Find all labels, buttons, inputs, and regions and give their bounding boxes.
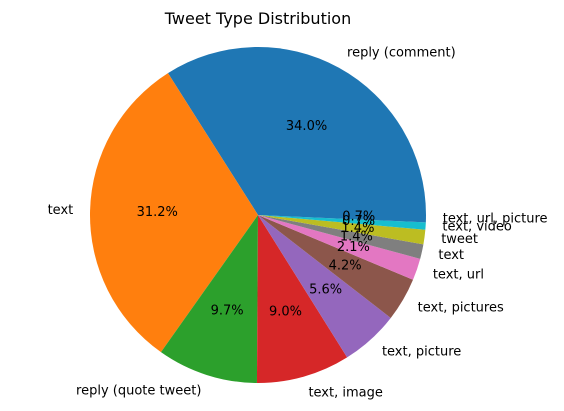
pie-slice	[258, 215, 426, 230]
percent-label: 9.7%	[211, 303, 244, 318]
percent-label: 9.0%	[269, 304, 302, 319]
pie-slice	[258, 215, 414, 318]
percent-label: 4.2%	[329, 258, 362, 273]
category-label: text	[48, 203, 74, 218]
pie-slice	[160, 215, 258, 383]
percent-label: 31.2%	[137, 205, 178, 220]
category-label: text, pictures	[418, 301, 504, 316]
pie-slice	[258, 215, 424, 259]
percent-label: 0.7%	[342, 214, 375, 229]
percent-label: 2.1%	[337, 240, 370, 255]
pie-slice	[256, 215, 348, 383]
category-label: tweet	[441, 232, 478, 247]
pie-slice	[90, 73, 259, 353]
category-label: reply (comment)	[347, 46, 456, 61]
category-label: text, image	[308, 385, 382, 400]
percent-labels: 34.0%31.2%9.7% 9.0%5.6%4.2%2.1%1.4%1.4%0.…	[137, 119, 376, 319]
category-label: text, url, picture	[443, 212, 548, 227]
category-label: text, url	[433, 267, 484, 282]
pie-slice	[258, 215, 426, 223]
pie-slices	[90, 46, 427, 383]
category-label: text, picture	[382, 345, 461, 360]
pie-slice	[258, 215, 421, 280]
percent-label: 5.6%	[309, 282, 342, 297]
category-label: text, video	[442, 220, 511, 235]
percent-label: 1.4%	[341, 221, 374, 236]
category-label: reply (quote tweet)	[76, 383, 201, 398]
chart-title: Tweet Type Distribution	[164, 9, 351, 28]
pie-slice	[258, 215, 391, 358]
percent-label: 34.0%	[286, 119, 327, 134]
pie-slice	[258, 215, 426, 245]
category-label: text	[438, 248, 464, 263]
pie-slice	[167, 46, 427, 215]
category-labels: reply (comment) text reply (quote tweet) te…	[48, 46, 548, 401]
percent-label: 0.7%	[342, 210, 375, 225]
percent-label: 1.4%	[340, 229, 373, 244]
